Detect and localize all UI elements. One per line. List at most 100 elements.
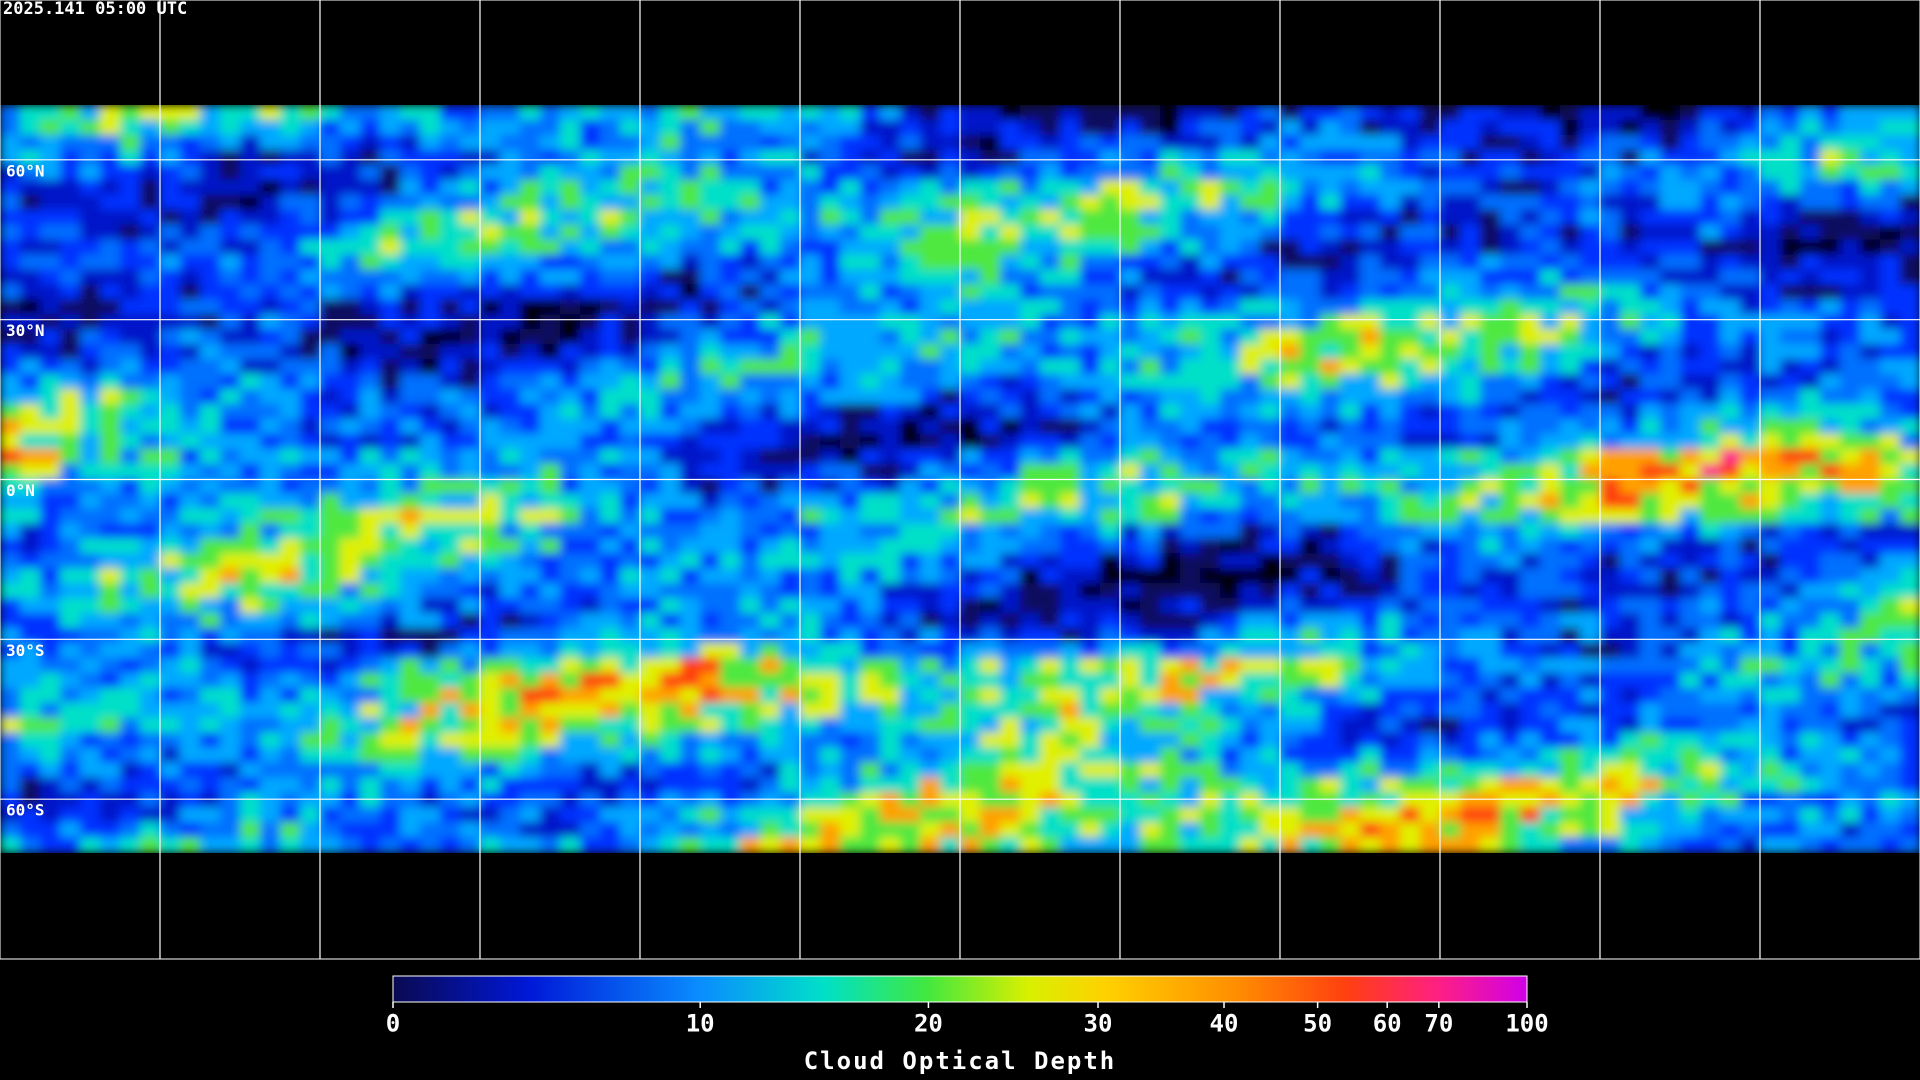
- cloud-cell: [120, 194, 141, 211]
- cloud-cell: [880, 433, 901, 450]
- cloud-cell: [980, 508, 1001, 525]
- cloud-cell: [200, 627, 221, 644]
- cloud-cell: [1420, 463, 1441, 480]
- cloud-cell: [1020, 837, 1041, 853]
- cloud-cell: [700, 613, 721, 629]
- cloud-cell: [280, 194, 301, 211]
- cloud-cell: [40, 284, 61, 301]
- cloud-cell: [960, 717, 981, 734]
- cloud-cell: [1720, 179, 1741, 196]
- cloud-cell: [980, 463, 1001, 480]
- cloud-cell: [1380, 433, 1401, 450]
- cloud-cell: [400, 732, 421, 749]
- cloud-cell: [1020, 493, 1041, 510]
- cloud-cell: [400, 523, 421, 540]
- cloud-cell: [1620, 702, 1641, 719]
- cloud-cell: [1400, 568, 1421, 584]
- cloud-cell: [1420, 807, 1441, 824]
- cloud-cell: [220, 732, 241, 749]
- cloud-cell: [1240, 254, 1261, 271]
- cloud-cell: [1180, 119, 1201, 136]
- cloud-cell: [640, 105, 661, 121]
- cloud-cell: [500, 568, 521, 584]
- cloud-cell: [1700, 314, 1721, 331]
- cloud-cell: [900, 747, 921, 764]
- cloud-cell: [20, 344, 41, 360]
- cloud-cell: [1240, 119, 1261, 136]
- cloud-cell: [40, 373, 61, 390]
- cloud-cell: [1760, 508, 1781, 525]
- cloud-cell: [1260, 837, 1281, 853]
- cloud-cell: [1640, 627, 1661, 644]
- cloud-cell: [1260, 792, 1281, 809]
- cloud-cell: [580, 359, 601, 375]
- cloud-cell: [500, 254, 521, 271]
- cloud-cell: [1720, 463, 1741, 480]
- cloud-cell: [340, 433, 361, 450]
- cloud-cell: [40, 568, 61, 584]
- cloud-cell: [1200, 822, 1221, 838]
- cloud-cell: [680, 478, 701, 495]
- cloud-cell: [580, 418, 601, 435]
- cloud-cell: [1820, 239, 1841, 256]
- cloud-cell: [1740, 463, 1761, 480]
- cloud-cell: [740, 642, 761, 659]
- cloud-cell: [20, 418, 41, 435]
- cloud-cell: [1840, 523, 1861, 540]
- cloud-cell: [1840, 627, 1861, 644]
- cloud-cell: [360, 463, 381, 480]
- cloud-cell: [1240, 627, 1261, 644]
- cloud-cell: [1880, 329, 1901, 345]
- cloud-cell: [540, 613, 561, 629]
- cloud-cell: [1160, 583, 1181, 599]
- cloud-cell: [460, 105, 481, 121]
- cloud-cell: [620, 672, 641, 689]
- cloud-cell: [640, 433, 661, 450]
- cloud-cell: [980, 448, 1001, 465]
- cloud-cell: [1280, 209, 1301, 226]
- cloud-cell: [840, 209, 861, 226]
- cloud-cell: [860, 702, 881, 719]
- cloud-cell: [560, 672, 581, 689]
- cloud-cell: [280, 269, 301, 286]
- cloud-cell: [1700, 299, 1721, 316]
- cloud-cell: [220, 717, 241, 734]
- cloud-cell: [1240, 837, 1261, 853]
- cloud-cell: [520, 762, 541, 779]
- cloud-cell: [260, 284, 281, 301]
- cloud-cell: [240, 179, 261, 196]
- cloud-cell: [620, 687, 641, 704]
- cloud-cell: [720, 523, 741, 540]
- cloud-cell: [1680, 523, 1701, 540]
- cloud-cell: [1900, 747, 1920, 764]
- cloud-cell: [660, 418, 681, 435]
- cloud-cell: [840, 105, 861, 121]
- cloud-cell: [580, 254, 601, 271]
- cloud-cell: [680, 314, 701, 331]
- cloud-cell: [1600, 493, 1621, 510]
- cloud-cell: [400, 538, 421, 555]
- cloud-cell: [320, 837, 341, 853]
- cloud-cell: [860, 478, 881, 495]
- cloud-cell: [1200, 807, 1221, 824]
- cloud-cell: [1780, 777, 1801, 794]
- cloud-cell: [820, 418, 841, 435]
- cloud-cell: [880, 553, 901, 570]
- cloud-cell: [1820, 433, 1841, 450]
- cloud-cell: [0, 119, 21, 136]
- cloud-cell: [800, 448, 821, 465]
- cloud-cell: [40, 418, 61, 435]
- cloud-cell: [380, 149, 401, 166]
- cloud-cell: [1660, 418, 1681, 435]
- cloud-cell: [400, 403, 421, 420]
- cloud-cell: [1140, 224, 1161, 241]
- cloud-cell: [80, 209, 101, 226]
- cloud-cell: [1580, 105, 1601, 121]
- cloud-cell: [1020, 717, 1041, 734]
- cloud-cell: [540, 627, 561, 644]
- cloud-cell: [500, 314, 521, 331]
- cloud-cell: [1620, 538, 1641, 555]
- cloud-cell: [1300, 224, 1321, 241]
- cloud-cell: [1400, 105, 1421, 121]
- cloud-cell: [740, 822, 761, 838]
